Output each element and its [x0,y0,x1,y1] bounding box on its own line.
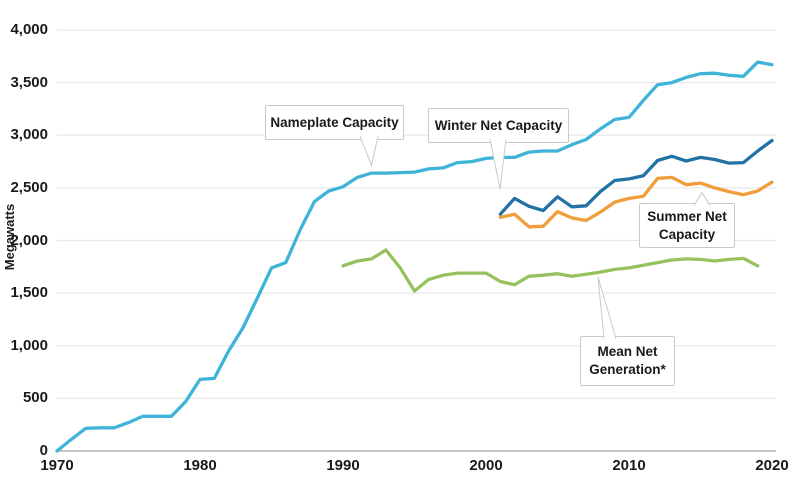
callout-mean-net-generation: Mean Net Generation* [580,336,675,386]
y-tick-4,000: 4,000 [10,21,48,38]
x-tick-1990: 1990 [326,457,360,474]
series-line-mean [341,248,760,293]
y-tick-1,500: 1,500 [10,284,48,302]
y-tick-3,000: 3,000 [10,126,48,144]
x-tick-2000: 2000 [469,457,503,474]
y-tick-1,000: 1,000 [10,336,48,354]
y-tick-2,000: 2,000 [10,231,48,249]
series-line-nameplate [55,60,774,453]
x-tick-1980: 1980 [183,457,217,474]
y-tick-3,500: 3,500 [10,73,48,91]
series-line-summer [498,175,774,229]
callout-mean-text-line2: Generation* [589,362,666,377]
y-tick-0: 0 [39,442,48,459]
x-tick-1970: 1970 [40,457,74,474]
callout-summer-text-line1: Summer Net [647,208,727,224]
callout-nameplate-text: Nameplate Capacity [270,114,399,130]
y-tick-2,500: 2,500 [10,178,48,196]
x-tick-2010: 2010 [612,457,646,474]
x-tick-2020: 2020 [755,457,789,474]
callout-mean-text-line1: Mean Net [597,344,658,360]
series-line-winter [498,138,774,216]
callout-nameplate-capacity: Nameplate Capacity [265,105,404,140]
callout-winter-net-capacity: Winter Net Capacity [428,108,569,143]
callout-summer-net-capacity: Summer Net Capacity [639,203,735,248]
y-tick-500: 500 [22,389,48,407]
callout-summer-text-line2: Capacity [658,226,716,242]
callout-winter-text: Winter Net Capacity [434,117,563,133]
